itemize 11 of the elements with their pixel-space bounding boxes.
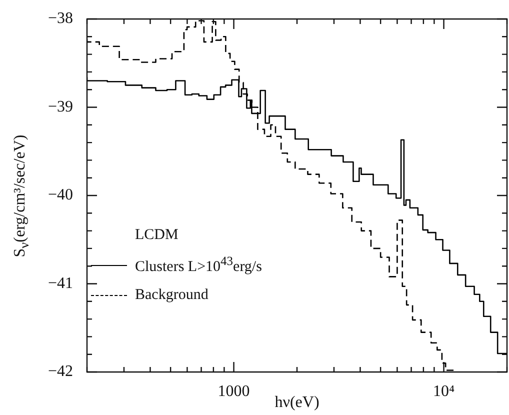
legend-label: Clusters L>10$^{43}$erg/s bbox=[135, 254, 262, 276]
y-tick-label: −38 bbox=[48, 10, 73, 28]
y-tick-label: −39 bbox=[48, 98, 73, 116]
legend-title: LCDM bbox=[134, 226, 180, 244]
legend-label: Background bbox=[135, 286, 208, 304]
x-axis-title: hν(eV) bbox=[274, 394, 320, 412]
x-tick-label: 10⁴ bbox=[432, 382, 455, 400]
y-tick-label: −42 bbox=[48, 363, 73, 380]
y-tick-label: −41 bbox=[48, 274, 73, 292]
x-tick-label: 1000 bbox=[218, 382, 250, 400]
y-tick-label: −40 bbox=[48, 186, 73, 204]
